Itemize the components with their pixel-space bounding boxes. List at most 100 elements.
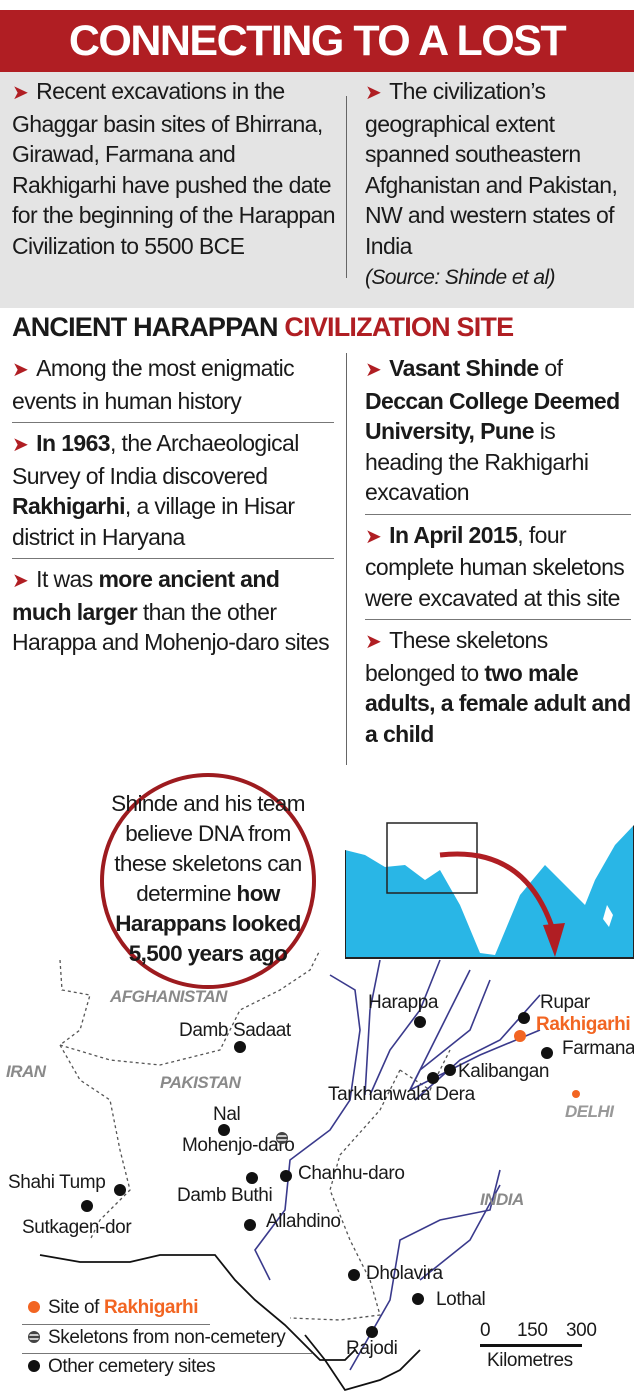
bullet-item: ➤ These skeletons belonged to two male ad… bbox=[365, 625, 631, 755]
bullet-text: , the Archaeological Survey of India dis… bbox=[12, 430, 299, 489]
rivers bbox=[254, 959, 541, 1371]
bullet-item: ➤ In April 2015, four complete human skel… bbox=[365, 520, 631, 620]
site-label: Damb Buthi bbox=[177, 1185, 273, 1206]
callout-bold: how Harappans looked 5,500 years ago bbox=[115, 881, 301, 966]
site-marker bbox=[414, 1016, 426, 1028]
site-label: Rajodi bbox=[346, 1338, 398, 1359]
pointer-arrow bbox=[439, 851, 556, 931]
bullet-columns: ➤ Among the most enigmatic events in huma… bbox=[12, 353, 632, 765]
coastline bbox=[39, 1254, 421, 1392]
site-label: Shahi Tump bbox=[8, 1172, 106, 1193]
intro-panel: ➤ Recent excavations in the Ghaggar basin… bbox=[0, 72, 634, 308]
section-title-red: CIVILIZATION SITE bbox=[284, 312, 514, 342]
site-label: Kalibangan bbox=[458, 1061, 550, 1082]
arrow-bullet-icon: ➤ bbox=[365, 631, 382, 653]
bullets-right: ➤ Vasant Shinde of Deccan College Deemed … bbox=[346, 353, 631, 765]
legend-skeletons: Skeletons from non-cemetery bbox=[28, 1327, 286, 1349]
site-marker bbox=[246, 1172, 258, 1184]
intro-left-text: Recent excavations in the Ghaggar basin … bbox=[12, 78, 336, 259]
city-label: DELHI bbox=[565, 1102, 614, 1121]
site-marker bbox=[218, 1124, 230, 1136]
source-note: (Source: Shinde et al) bbox=[365, 266, 556, 289]
scale-bar bbox=[480, 1344, 582, 1347]
headline: CONNECTING TO A LOST WORLD bbox=[0, 10, 634, 127]
bullet-item: ➤ Among the most enigmatic events in huma… bbox=[12, 353, 334, 423]
country-label: PAKISTAN bbox=[160, 1073, 241, 1092]
orange-dot-icon bbox=[28, 1301, 40, 1313]
bullet-text: , four complete human skeletons were exc… bbox=[365, 521, 625, 611]
bullet-text: Rakhigarhi bbox=[12, 493, 125, 519]
site-label: Harappa bbox=[368, 992, 439, 1013]
legend-other: Other cemetery sites bbox=[28, 1356, 216, 1378]
scale-tick: 300 bbox=[566, 1320, 597, 1341]
country-label: AFGHANISTAN bbox=[110, 987, 227, 1006]
site-marker bbox=[518, 1012, 530, 1024]
arrow-bullet-icon: ➤ bbox=[12, 359, 29, 381]
country-label: INDIA bbox=[480, 1190, 524, 1209]
divider bbox=[22, 1324, 210, 1325]
bullets-left: ➤ Among the most enigmatic events in huma… bbox=[12, 353, 347, 765]
bullet-text: Deccan College Deemed University, Pune bbox=[365, 387, 620, 445]
bullet-item: ➤ In 1963, the Archaeological Survey of I… bbox=[12, 428, 334, 559]
arrow-bullet-icon: ➤ bbox=[365, 359, 382, 381]
site-label: Chanhu-daro bbox=[298, 1163, 405, 1184]
site-label: Dholavira bbox=[366, 1263, 443, 1284]
bullet-item: ➤ Vasant Shinde of Deccan College Deemed … bbox=[365, 353, 631, 515]
legend-text: Skeletons from non-cemetery bbox=[48, 1327, 286, 1348]
intro-left: ➤ Recent excavations in the Ghaggar basin… bbox=[12, 78, 347, 278]
bullet-text: It was bbox=[36, 566, 99, 592]
borders bbox=[59, 950, 451, 1321]
arrow-bullet-icon: ➤ bbox=[12, 434, 29, 456]
site-marker bbox=[81, 1200, 93, 1212]
site-label: Rakhigarhi bbox=[536, 1014, 631, 1035]
section-title: ANCIENT HARAPPAN CIVILIZATION SITE bbox=[12, 312, 514, 343]
bullet-text: two male adults, a female adult and a ch… bbox=[365, 659, 631, 747]
arrow-bullet-icon: ➤ bbox=[12, 570, 29, 592]
legend-rakhigarhi: Site of Rakhigarhi bbox=[28, 1297, 199, 1319]
main-map bbox=[39, 950, 541, 1392]
site-marker bbox=[234, 1041, 246, 1053]
legend-text: Site of bbox=[48, 1297, 104, 1318]
inset-map bbox=[345, 785, 634, 959]
arrow-bullet-icon: ➤ bbox=[365, 82, 382, 104]
site-label: Nal bbox=[213, 1104, 241, 1125]
divider bbox=[22, 1353, 312, 1354]
country-label: IRAN bbox=[6, 1062, 46, 1081]
site-label: Tarkhanwala Dera bbox=[328, 1084, 475, 1105]
site-marker bbox=[244, 1219, 256, 1231]
site-marker bbox=[280, 1170, 292, 1182]
intro-right-text: The civilization’s geographical extent s… bbox=[365, 78, 618, 259]
bullet-text: In April 2015 bbox=[389, 521, 518, 548]
site-marker bbox=[412, 1293, 424, 1305]
legend-text: Other cemetery sites bbox=[48, 1356, 216, 1377]
bullet-text: In 1963 bbox=[36, 430, 110, 456]
scale-tick: 0 bbox=[480, 1320, 491, 1341]
bullet-text: is heading the Rakhigarhi excavation bbox=[365, 418, 589, 505]
site-label: Allahdino bbox=[266, 1211, 341, 1232]
bullet-text: These skeletons belonged to bbox=[365, 627, 548, 686]
bullet-text: more ancient and much larger bbox=[12, 566, 280, 625]
site-label: Lothal bbox=[436, 1289, 486, 1310]
site-marker bbox=[348, 1269, 360, 1281]
striped-dot-icon bbox=[28, 1331, 40, 1343]
legend-site-name: Rakhigarhi bbox=[103, 1297, 199, 1318]
site-marker bbox=[114, 1184, 126, 1196]
arrow-bullet-icon: ➤ bbox=[12, 82, 29, 104]
intro-right: ➤ The civilization’s geographical extent … bbox=[347, 76, 632, 294]
bullet-text: , a village in Hisar district in Haryana bbox=[12, 493, 295, 550]
arrow-bullet-icon: ➤ bbox=[365, 525, 382, 548]
site-marker bbox=[427, 1072, 439, 1084]
site-marker bbox=[366, 1326, 378, 1338]
delhi-dot bbox=[572, 1090, 580, 1098]
bullet-text: Among the most enigmatic events in human… bbox=[12, 355, 295, 414]
site-label: Mohenjo-daro bbox=[182, 1135, 295, 1156]
bullet-text: Vasant Shinde bbox=[389, 355, 539, 381]
bullet-text: of bbox=[538, 355, 563, 381]
site-marker bbox=[276, 1132, 288, 1144]
section-title-dark: ANCIENT HARAPPAN bbox=[12, 312, 279, 342]
site-marker bbox=[514, 1030, 526, 1042]
land bbox=[345, 785, 634, 955]
site-label: Sutkagen-dor bbox=[22, 1217, 132, 1238]
site-label: Damb Sadaat bbox=[179, 1020, 291, 1041]
bullet-item: ➤ It was more ancient and much larger tha… bbox=[12, 564, 334, 664]
